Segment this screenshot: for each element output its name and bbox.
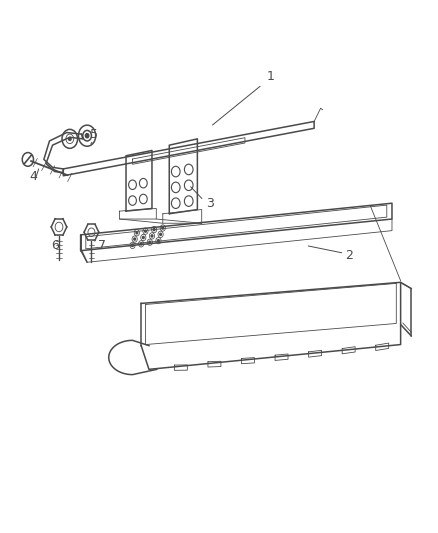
Circle shape (153, 229, 155, 231)
Circle shape (136, 232, 138, 234)
Text: 4: 4 (29, 171, 37, 183)
Text: 2: 2 (345, 249, 353, 262)
Circle shape (158, 240, 159, 241)
Circle shape (134, 238, 135, 240)
Circle shape (151, 235, 153, 237)
Circle shape (162, 227, 164, 229)
Text: 6: 6 (51, 239, 59, 252)
Text: 5: 5 (90, 128, 98, 141)
Text: 3: 3 (206, 197, 214, 209)
Circle shape (149, 241, 151, 243)
Circle shape (142, 237, 144, 239)
Text: 1: 1 (267, 70, 275, 83)
Circle shape (145, 230, 146, 232)
Circle shape (132, 244, 134, 246)
Circle shape (68, 138, 71, 140)
Circle shape (85, 134, 89, 138)
Circle shape (140, 243, 142, 245)
Text: 7: 7 (98, 239, 106, 252)
Circle shape (160, 233, 162, 236)
